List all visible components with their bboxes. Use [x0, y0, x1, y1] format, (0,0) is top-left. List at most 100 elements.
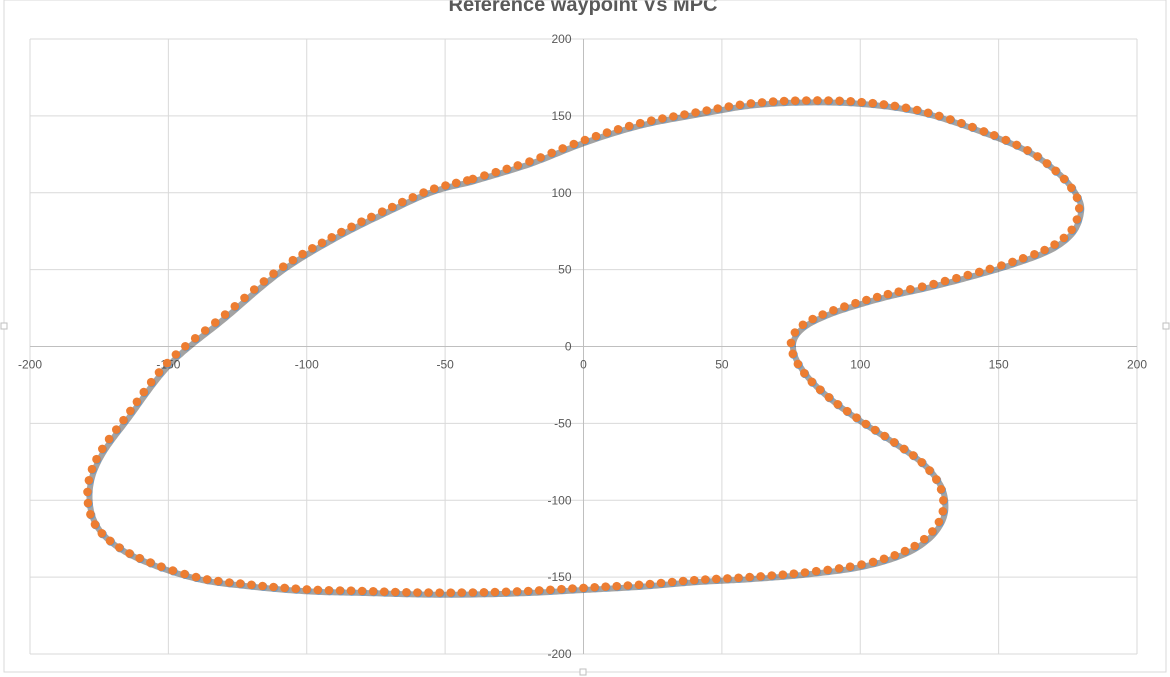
series-1-point — [786, 338, 796, 348]
series-1-point — [1033, 152, 1042, 161]
series-1-point — [689, 575, 699, 585]
series-1-point — [647, 116, 656, 125]
series-1-point — [213, 576, 223, 586]
series-1-point — [308, 244, 317, 253]
series-1-point — [317, 238, 327, 248]
y-tick-label: 50 — [558, 263, 572, 277]
series-1-point — [645, 579, 655, 589]
series-1-point — [779, 96, 789, 106]
x-tick-label: 200 — [1127, 358, 1147, 372]
series-1-point — [413, 588, 422, 597]
series-1-point — [324, 586, 334, 595]
series-1-point — [97, 529, 107, 538]
series-1-point — [936, 485, 946, 494]
series-1-point — [939, 496, 948, 505]
series-1-point — [546, 585, 555, 595]
series-1-point — [291, 584, 301, 593]
series-1-point — [919, 534, 929, 544]
x-tick-label: 100 — [850, 358, 870, 372]
series-1-point — [601, 582, 610, 591]
series-1-point — [1067, 225, 1076, 235]
series-1-point — [357, 586, 367, 596]
series-1-point — [468, 588, 478, 597]
series-1-point — [391, 587, 400, 597]
series-1-point — [691, 108, 700, 117]
series-1-point — [1018, 253, 1028, 263]
series-1-point — [889, 438, 899, 447]
series-1-point — [139, 387, 149, 397]
series-1-point — [800, 568, 810, 577]
x-tick-label: -200 — [18, 358, 42, 372]
series-1-point — [952, 273, 961, 283]
series-1-point — [402, 588, 411, 597]
series-1-point — [87, 464, 97, 474]
series-1-point — [547, 148, 556, 158]
series-1-point — [479, 588, 489, 597]
series-1-point — [125, 549, 134, 558]
series-1-point — [1072, 193, 1082, 202]
series-1-point — [997, 261, 1006, 270]
series-1-point — [446, 588, 456, 597]
series-1-point — [512, 587, 522, 596]
series-1-point — [146, 558, 155, 567]
series-1-point — [491, 167, 501, 177]
series-1-point — [934, 111, 944, 121]
series-1-point — [963, 270, 973, 280]
series-1-point — [778, 570, 788, 579]
y-tick-label: -50 — [554, 416, 572, 430]
series-1-point — [1072, 215, 1082, 224]
series-1-point — [798, 320, 808, 330]
series-1-point — [623, 581, 633, 590]
series-1-point — [202, 575, 212, 584]
series-1-point — [890, 551, 899, 560]
series-1-point — [119, 415, 128, 425]
series-1-point — [845, 562, 855, 571]
series-1-point — [678, 576, 688, 586]
series-1-point — [180, 569, 189, 579]
series-1-point — [105, 536, 115, 546]
series-1-point — [337, 227, 346, 237]
series-1-point — [502, 164, 512, 174]
series-1-point — [879, 554, 889, 564]
series-1-point — [132, 397, 142, 407]
series-1-point — [346, 586, 356, 595]
series-1-point — [979, 127, 989, 136]
series-1-point — [612, 581, 621, 591]
series-1-point — [870, 425, 880, 435]
series-1-point — [880, 431, 889, 441]
series-1-point — [912, 105, 922, 115]
series-1-point — [236, 579, 245, 588]
series-1-point — [857, 560, 866, 569]
series-1-point — [156, 562, 166, 571]
series-1-point — [92, 454, 101, 464]
series-1-point — [813, 96, 822, 105]
y-tick-label: -100 — [547, 493, 571, 507]
series-1-point — [989, 131, 999, 140]
series-1-point — [968, 122, 977, 132]
series-1-point — [624, 121, 634, 131]
series-1-point — [656, 578, 666, 588]
series-1-point — [191, 572, 201, 582]
x-tick-label: 150 — [989, 358, 1009, 372]
series-1-point — [525, 157, 534, 166]
series-1-point — [269, 269, 278, 279]
series-1-point — [938, 507, 948, 516]
series-1-point — [558, 144, 567, 153]
series-1-point — [1051, 166, 1060, 176]
resize-handle-0 — [0, 322, 8, 330]
series-1-point — [735, 100, 745, 110]
series-1-point — [868, 98, 877, 108]
series-1-point — [834, 564, 844, 573]
series-1-point — [724, 102, 734, 111]
series-1-point — [579, 583, 588, 593]
series-1-point — [818, 310, 827, 319]
series-1-point — [823, 565, 832, 575]
series-1-point — [104, 434, 114, 444]
series-1-point — [833, 400, 842, 409]
series-1-point — [83, 487, 92, 497]
series-1-point — [975, 267, 984, 277]
series-1-point — [258, 581, 267, 591]
x-tick-label: 0 — [580, 358, 587, 372]
resize-handle-1 — [1162, 322, 1170, 330]
